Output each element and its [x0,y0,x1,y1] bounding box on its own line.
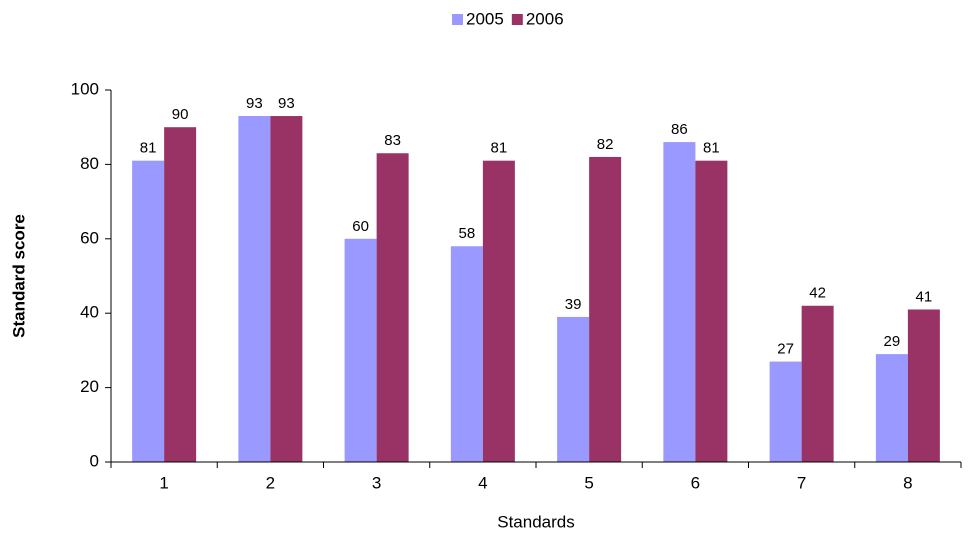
bar [376,153,409,463]
value-label: 90 [172,106,189,123]
bar [164,127,197,462]
value-label: 58 [459,225,476,242]
value-label: 39 [565,296,582,313]
legend-label: 2006 [526,9,564,28]
bar [801,305,834,462]
x-tick-label: 4 [478,473,487,492]
value-label: 42 [809,285,826,302]
bar [557,316,590,462]
x-tick-label: 6 [691,473,700,492]
bar [270,116,303,462]
bar [132,160,165,462]
value-label: 81 [703,140,720,157]
x-tick-label: 5 [584,473,593,492]
x-tick-label: 3 [372,473,381,492]
value-label: 83 [384,132,401,149]
y-axis-label: Standard score [9,214,28,338]
value-label: 41 [916,288,933,305]
value-label: 93 [278,95,295,112]
y-tick-label: 80 [80,154,99,173]
y-tick-label: 20 [80,377,99,396]
bar [875,354,908,462]
legend-label: 2005 [466,9,504,28]
value-label: 82 [597,136,614,153]
bar [344,238,377,462]
value-label: 60 [352,218,369,235]
legend-swatch [511,14,523,25]
bar [663,142,696,462]
value-label: 27 [777,341,794,358]
bar [769,361,802,462]
y-tick-label: 0 [90,451,99,470]
bar [589,156,622,462]
x-tick-label: 8 [903,473,912,492]
x-tick-label: 1 [159,473,168,492]
bar [695,160,728,462]
value-label: 86 [671,121,688,138]
bar [238,116,271,462]
y-tick-label: 60 [80,228,99,247]
x-tick-label: 2 [266,473,275,492]
value-label: 81 [491,140,508,157]
y-tick-label: 100 [71,79,99,98]
value-label: 93 [246,95,263,112]
bar [482,160,515,462]
value-label: 29 [884,333,901,350]
bar [907,309,940,462]
x-axis-label: Standards [497,512,575,531]
legend-swatch [452,14,463,25]
bar [450,246,483,462]
y-tick-label: 40 [80,303,99,322]
value-label: 81 [140,140,157,157]
x-tick-label: 7 [797,473,806,492]
